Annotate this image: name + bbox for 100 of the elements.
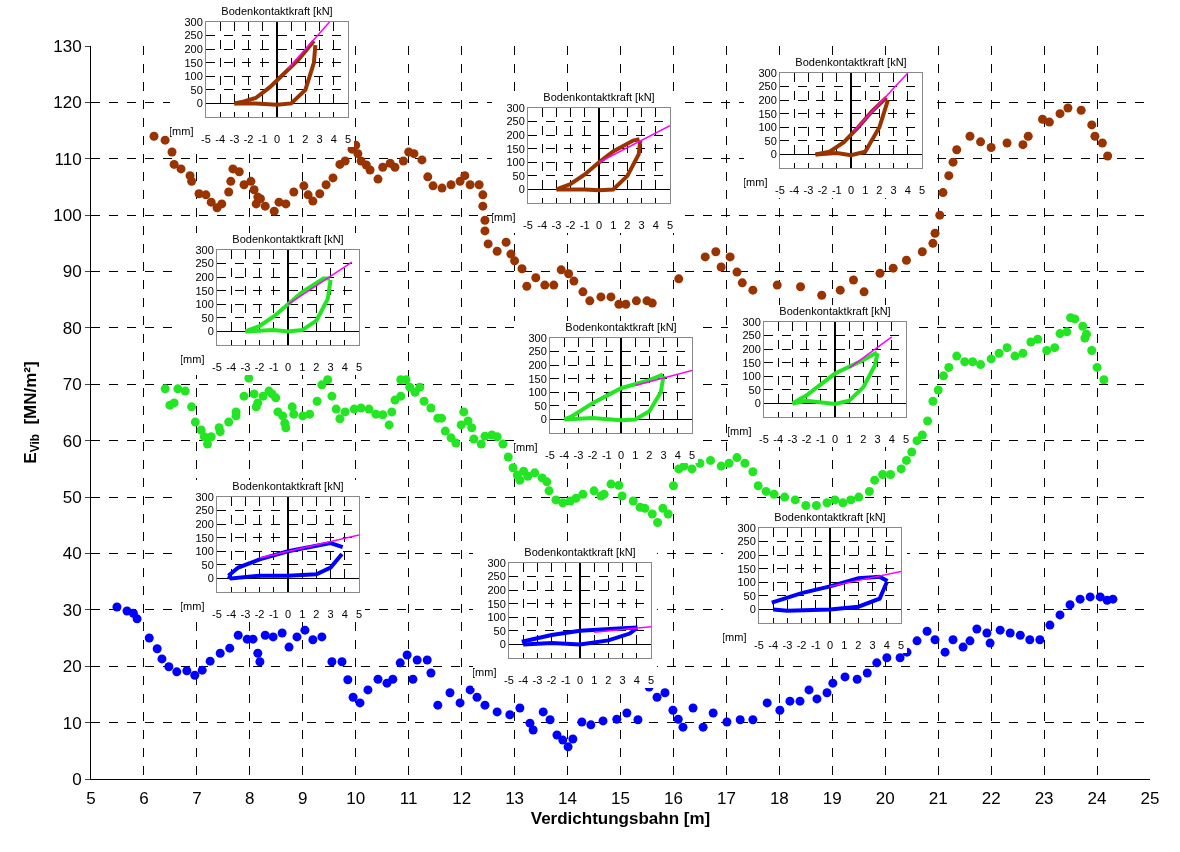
x-axis-title: [mm]: [513, 441, 538, 453]
x-tick-label: 3: [327, 361, 334, 374]
x-tick-label: 1: [299, 608, 306, 621]
x-tick-label: 1: [288, 133, 295, 146]
x-tick-label: -2: [254, 608, 265, 621]
y-tick-label: 110: [54, 149, 82, 169]
y-tick-label: 200: [184, 42, 203, 55]
y-tick-label: 150: [195, 284, 214, 297]
x-tick-label: 2: [605, 674, 612, 687]
x-tick-label: 5: [355, 608, 363, 621]
x-tick-label: -2: [254, 361, 265, 374]
x-tick-label: -1: [268, 608, 279, 621]
y-tick-label: 100: [195, 298, 214, 311]
y-tick-label: 300: [737, 521, 756, 534]
x-axis-title: [mm]: [743, 176, 768, 188]
x-tick-label: 20: [875, 789, 895, 809]
x-tick-label: 2: [860, 433, 867, 446]
y-tick-label: 250: [528, 345, 547, 358]
x-tick-label: 2: [646, 449, 653, 462]
y-tick-label: 0: [207, 325, 214, 338]
x-tick-label: 6: [139, 789, 149, 809]
x-tick-label: -1: [831, 184, 842, 197]
y-tick-label: 80: [62, 318, 82, 338]
x-tick-label: 1: [841, 639, 848, 652]
y-tick-label: 150: [487, 597, 506, 610]
x-tick-label: -2: [801, 433, 812, 446]
x-tick-label: 0: [847, 184, 855, 197]
chart-title: Bodenkontaktkraft [kN]: [774, 510, 886, 523]
x-tick-label: -1: [579, 219, 590, 232]
x-tick-label: 4: [330, 133, 337, 146]
chart-title: Bodenkontaktkraft [kN]: [565, 320, 677, 333]
y-tick-label: 50: [512, 169, 525, 182]
y-tick-label: 100: [742, 370, 761, 383]
y-tick-label: 50: [190, 83, 203, 96]
x-tick-label: -4: [215, 133, 226, 146]
x-tick-label: 0: [595, 219, 603, 232]
x-tick-label: 2: [313, 608, 320, 621]
x-tick-label: -2: [817, 184, 828, 197]
y-tick-label: 250: [195, 504, 214, 517]
y-tick-label: 100: [184, 70, 203, 83]
y-tick-label: 300: [758, 66, 777, 79]
y-tick-label: 130: [53, 36, 82, 56]
chart-title: Bodenkontaktkraft [kN]: [232, 479, 344, 492]
x-tick-label: 18: [769, 789, 789, 809]
x-tick-label: -5: [212, 361, 222, 374]
y-tick-label: 250: [742, 329, 761, 342]
y-tick-label: 200: [506, 128, 525, 141]
x-tick-label: 7: [192, 789, 202, 809]
y-tick-label: 300: [506, 101, 525, 114]
x-axis-title: Verdichtungsbahn [m]: [530, 808, 711, 828]
x-tick-label: 5: [666, 219, 674, 232]
x-tick-label: -3: [782, 639, 793, 652]
y-tick-label: 150: [742, 356, 761, 369]
x-tick-label: -3: [532, 674, 543, 687]
x-tick-label: 4: [341, 608, 348, 621]
x-tick-label: 5: [344, 133, 352, 146]
y-tick-label: 0: [540, 413, 547, 426]
y-tick-label: 120: [53, 93, 82, 113]
y-tick-label: 50: [62, 488, 82, 508]
y-tick-label: 100: [758, 121, 777, 134]
y-tick-label: 0: [207, 572, 214, 585]
x-tick-label: 3: [316, 133, 323, 146]
y-tick-label: 50: [201, 311, 214, 324]
chart-title: Bodenkontaktkraft [kN]: [779, 304, 891, 317]
x-tick-label: 9: [298, 789, 308, 809]
y-tick-label: 100: [737, 576, 756, 589]
x-tick-label: 3: [638, 219, 645, 232]
y-tick-label: 300: [184, 15, 203, 28]
y-tick-label: 250: [737, 535, 756, 548]
x-tick-label: -5: [754, 639, 764, 652]
x-tick-label: -4: [789, 184, 800, 197]
x-tick-label: -5: [545, 449, 555, 462]
y-tick-label: 50: [743, 589, 756, 602]
x-tick-label: 11: [399, 789, 418, 809]
x-tick-label: 4: [633, 674, 640, 687]
x-axis-title: [mm]: [722, 631, 747, 643]
x-tick-label: -4: [773, 433, 784, 446]
x-axis-title: [mm]: [491, 211, 516, 223]
x-tick-label: -3: [573, 449, 584, 462]
x-tick-label: 21: [928, 789, 948, 809]
y-tick-label: 60: [62, 431, 82, 451]
x-tick-label: 3: [660, 449, 667, 462]
x-tick-label: 0: [284, 608, 292, 621]
x-tick-label: -5: [504, 674, 514, 687]
x-tick-label: 1: [862, 184, 869, 197]
x-tick-label: -3: [787, 433, 798, 446]
y-tick-label: 200: [195, 270, 214, 283]
x-tick-label: -4: [226, 608, 237, 621]
x-axis-title: [mm]: [180, 353, 205, 365]
chart-title: Bodenkontaktkraft [kN]: [795, 55, 907, 68]
x-tick-label: 17: [716, 789, 736, 809]
y-tick-label: 200: [195, 517, 214, 530]
x-tick-label: -5: [523, 219, 533, 232]
y-tick-label: 100: [487, 611, 506, 624]
y-tick-label: 100: [506, 156, 525, 169]
x-axis-title: [mm]: [169, 125, 194, 137]
y-tick-label: 50: [201, 558, 214, 571]
y-tick-label: 50: [748, 383, 761, 396]
x-tick-label: -5: [201, 133, 211, 146]
y-tick-label: 90: [62, 262, 82, 282]
